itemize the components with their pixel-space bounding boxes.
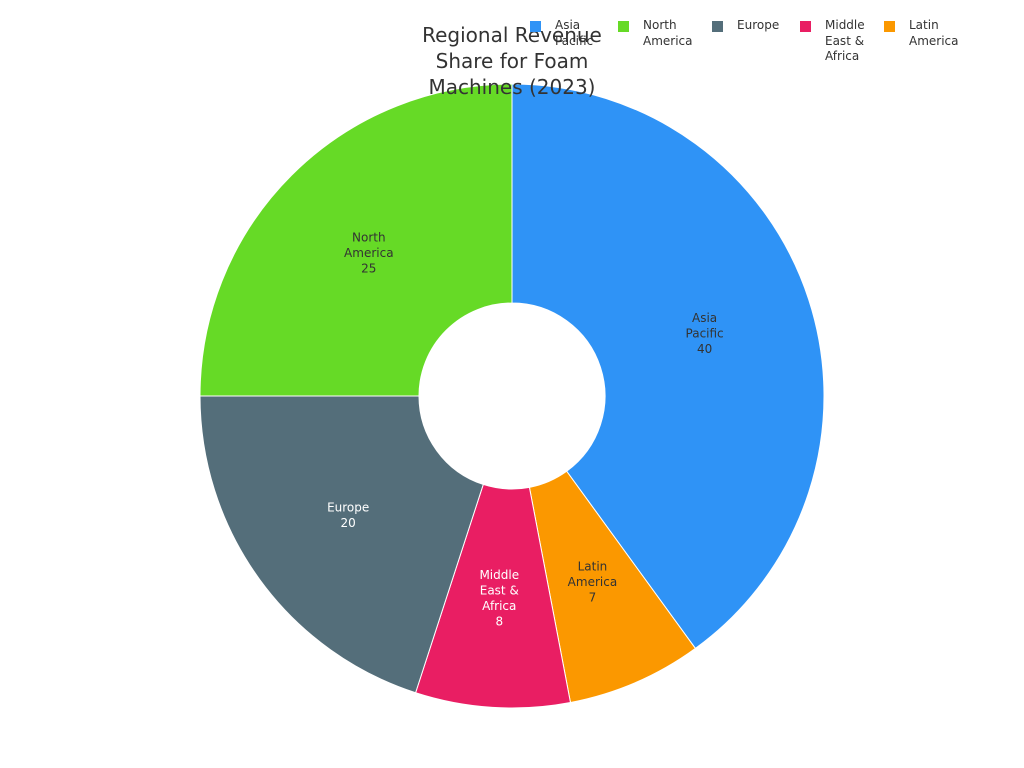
legend-swatch (618, 21, 629, 32)
slice-label-middle-east-africa: Middle East & Africa 8 (479, 568, 519, 629)
legend-label: Europe (737, 18, 780, 32)
legend-label: Latin America (909, 18, 959, 48)
legend-label: Asia Pacific (555, 18, 594, 48)
slice-label-north-america: North America 25 (344, 230, 394, 275)
legend-swatch (800, 21, 811, 32)
legend-label: North America (643, 18, 693, 48)
legend-item-north-america[interactable]: North America (618, 18, 701, 49)
slice-label-europe: Europe 20 (327, 500, 369, 529)
legend-swatch (884, 21, 895, 32)
legend-item-latin-america[interactable]: Latin America (884, 18, 967, 49)
slice-label-latin-america: Latin America 7 (568, 559, 618, 604)
slice-asia-pacific[interactable] (511, 83, 825, 650)
legend-item-asia-pacific[interactable]: Asia Pacific (530, 18, 613, 49)
legend-swatch (530, 21, 541, 32)
slice-label-asia-pacific: Asia Pacific 40 (686, 311, 724, 356)
slice-north-america[interactable] (199, 83, 513, 397)
legend-label: Middle East & Africa (825, 18, 865, 63)
slice-europe[interactable] (199, 395, 484, 694)
legend-swatch (712, 21, 723, 32)
legend-item-middle-east-africa[interactable]: Middle East & Africa (800, 18, 883, 65)
legend-item-europe[interactable]: Europe (712, 18, 795, 34)
slice-middle-east-africa[interactable] (414, 483, 572, 709)
chart-title: Regional Revenue Share for Foam Machines… (422, 23, 602, 99)
